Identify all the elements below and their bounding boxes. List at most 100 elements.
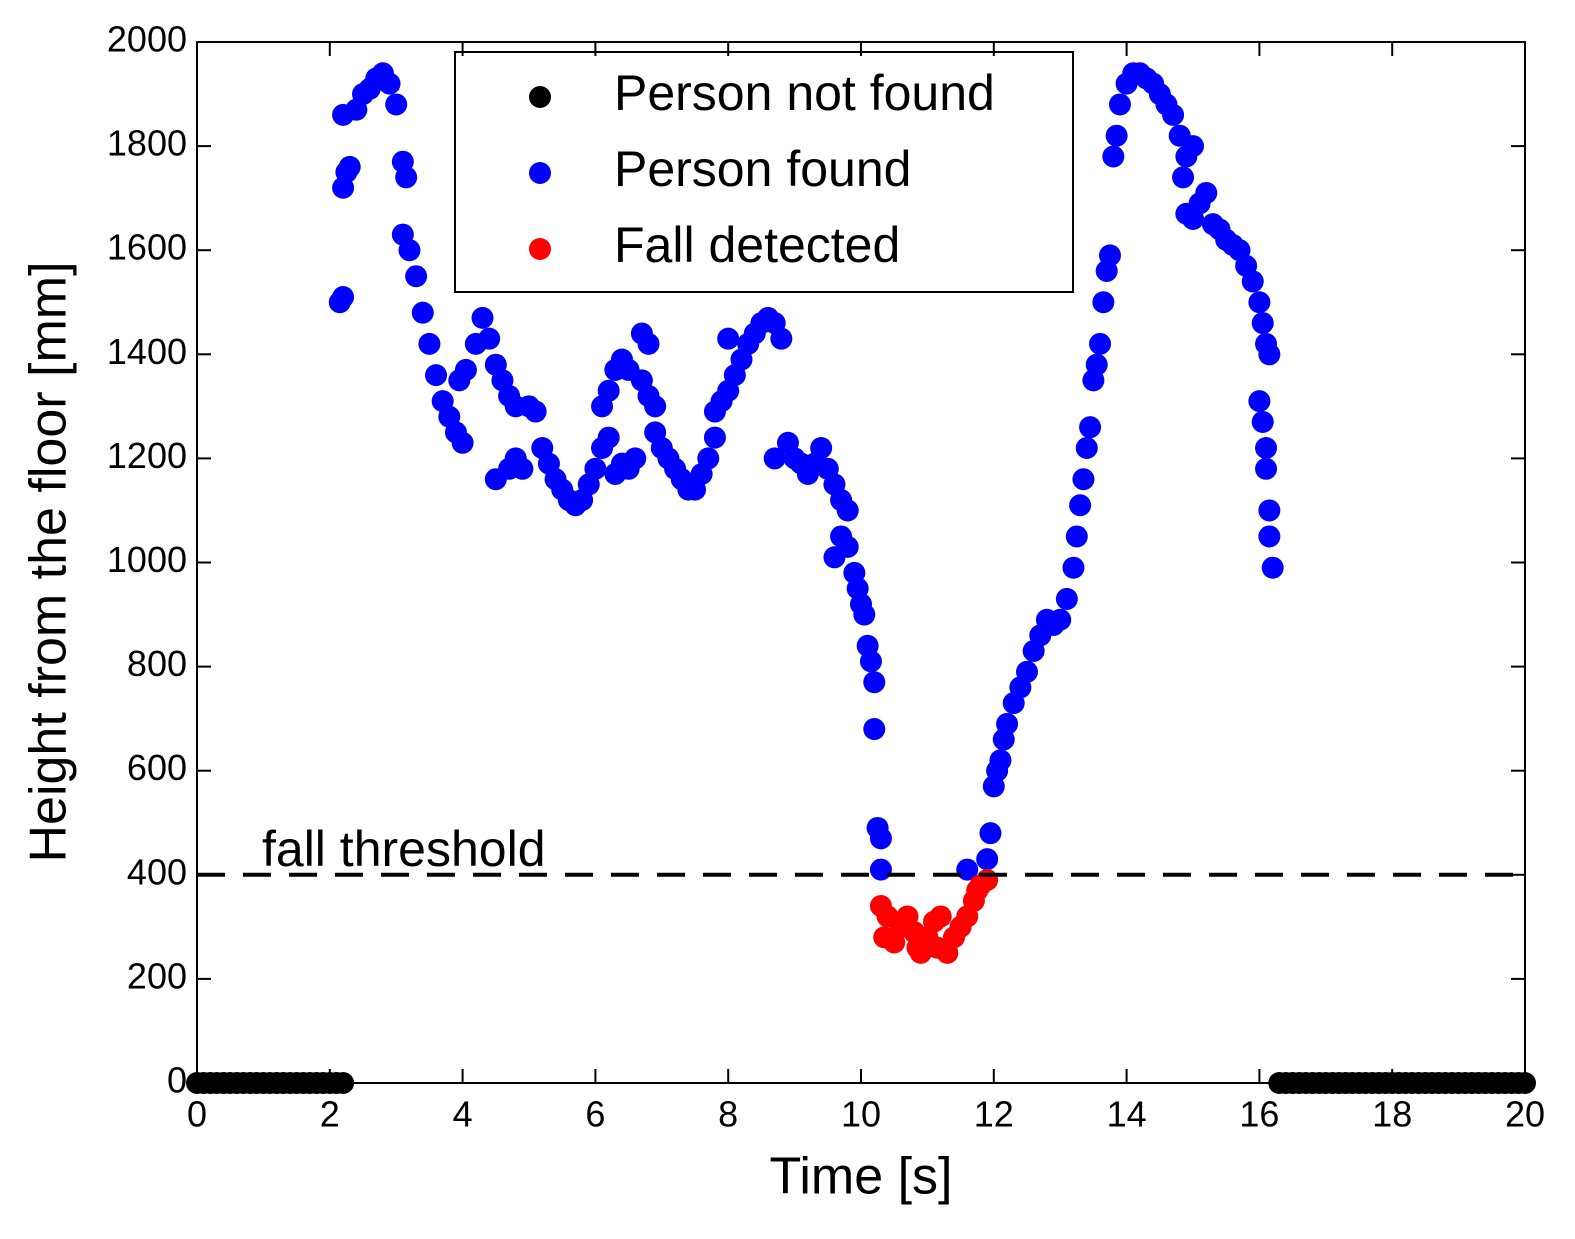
data-point	[1105, 124, 1128, 147]
x-tick-label: 0	[187, 1094, 207, 1135]
x-tick-label: 4	[453, 1094, 473, 1135]
data-point	[644, 395, 667, 418]
y-axis-label: Height from the floor [mm]	[20, 261, 78, 862]
x-tick-label: 2	[320, 1094, 340, 1135]
data-point	[979, 822, 1002, 845]
y-tick-label: 1000	[107, 539, 187, 580]
data-point	[846, 577, 869, 600]
data-point	[823, 546, 846, 569]
x-tick-label: 10	[841, 1094, 881, 1135]
data-point	[597, 426, 620, 449]
data-point	[1162, 103, 1185, 126]
x-tick-label: 8	[718, 1094, 738, 1135]
plot-area	[186, 62, 1536, 1094]
y-tick-label: 800	[127, 643, 187, 684]
data-point	[451, 431, 474, 454]
x-tick-label: 6	[585, 1094, 605, 1135]
data-point	[425, 364, 448, 387]
y-tick-label: 1800	[107, 123, 187, 164]
data-point	[584, 457, 607, 480]
data-point	[1251, 312, 1274, 335]
data-point	[624, 447, 647, 470]
data-point	[956, 858, 979, 881]
data-point	[1065, 525, 1088, 548]
data-point	[1241, 270, 1264, 293]
data-point	[398, 239, 421, 262]
data-point	[836, 499, 859, 522]
data-point	[1248, 390, 1271, 413]
data-point	[697, 447, 720, 470]
legend-label: Person not found	[614, 65, 995, 121]
data-point	[810, 436, 833, 459]
data-point	[597, 379, 620, 402]
data-point	[996, 712, 1019, 735]
data-point	[1102, 145, 1125, 168]
data-point	[385, 93, 408, 116]
data-point	[1258, 525, 1281, 548]
data-point	[1255, 457, 1278, 480]
data-point	[989, 749, 1012, 772]
data-point	[1089, 332, 1112, 355]
y-tick-label: 0	[167, 1060, 187, 1101]
data-point	[1258, 343, 1281, 366]
data-point	[637, 332, 660, 355]
data-point	[524, 400, 547, 423]
data-point	[1258, 499, 1281, 522]
data-point	[763, 447, 786, 470]
legend-marker	[529, 86, 551, 108]
data-point	[405, 265, 428, 288]
data-point	[471, 306, 494, 329]
y-tick-label: 200	[127, 955, 187, 996]
data-point	[1255, 436, 1278, 459]
data-point	[1075, 436, 1098, 459]
y-tick-label: 400	[127, 851, 187, 892]
data-point	[966, 879, 989, 902]
legend-marker	[529, 162, 551, 184]
x-tick-label: 12	[974, 1094, 1014, 1135]
data-point	[1069, 494, 1092, 517]
data-point	[1072, 468, 1095, 491]
x-tick-label: 16	[1239, 1094, 1279, 1135]
data-point	[1172, 166, 1195, 189]
data-point	[1049, 608, 1072, 631]
data-point	[1248, 291, 1271, 314]
data-point	[869, 827, 892, 850]
legend: Person not found Person found Fall detecte…	[454, 51, 1074, 293]
data-point	[332, 286, 355, 309]
data-point	[976, 848, 999, 871]
threshold-label: fall threshold	[262, 821, 546, 877]
y-tick-label: 1400	[107, 331, 187, 372]
data-point	[1055, 587, 1078, 610]
data-point	[853, 603, 876, 626]
data-point	[454, 358, 477, 381]
data-point	[703, 426, 726, 449]
data-point	[859, 650, 882, 673]
legend-label: Person found	[614, 141, 911, 197]
data-point	[1079, 416, 1102, 439]
data-point	[1108, 93, 1131, 116]
data-point	[418, 332, 441, 355]
data-point	[863, 718, 886, 741]
data-point	[1251, 410, 1274, 433]
data-point	[378, 72, 401, 95]
data-point	[869, 858, 892, 881]
data-point	[929, 905, 952, 928]
legend-box	[454, 51, 1074, 293]
legend-label: Fall detected	[614, 217, 900, 273]
data-point	[1182, 135, 1204, 158]
data-point	[411, 301, 434, 324]
data-point	[1062, 556, 1085, 579]
y-tick-label: 1600	[107, 227, 187, 268]
y-tick-label: 600	[127, 747, 187, 788]
data-point	[770, 327, 793, 350]
data-point	[1016, 660, 1038, 683]
x-tick-label: 18	[1372, 1094, 1412, 1135]
data-point	[1092, 291, 1115, 314]
data-point	[511, 457, 534, 480]
y-tick-label: 2000	[107, 19, 187, 60]
data-point	[338, 155, 361, 178]
data-point	[1195, 181, 1218, 204]
data-point	[1085, 353, 1108, 376]
legend-marker	[529, 238, 551, 260]
